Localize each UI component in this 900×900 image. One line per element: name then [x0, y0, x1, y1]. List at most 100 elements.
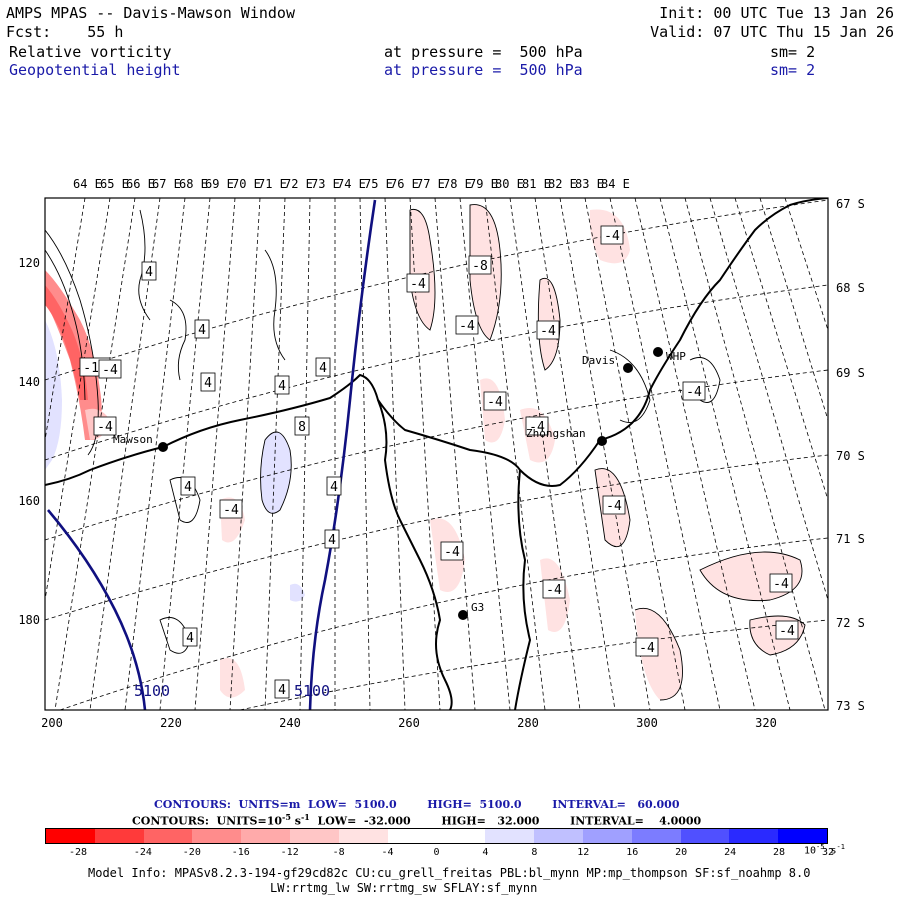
- contour-label: -4: [600, 225, 624, 245]
- contour-label: -4: [635, 637, 659, 657]
- contour-label: 4: [274, 679, 290, 699]
- color-bar-swatch: [192, 829, 242, 843]
- x-tick-label: 280: [517, 716, 539, 730]
- color-bar-swatch: [290, 829, 339, 843]
- station-label: WHP: [666, 350, 686, 363]
- height-contours: [47, 199, 377, 710]
- contour-label: -4: [98, 359, 122, 379]
- map-frame: [44, 197, 829, 711]
- color-bar-swatch: [436, 829, 486, 843]
- station-marker: [458, 610, 468, 620]
- longitude-label: 72 E: [284, 177, 313, 191]
- color-bar-tick-label: -20: [182, 847, 201, 858]
- svg-text:4: 4: [186, 631, 194, 646]
- contour-label: 4: [200, 372, 216, 392]
- color-bar-swatch: [729, 829, 779, 843]
- y-tick-label: 180: [18, 613, 40, 627]
- color-bar-swatch: [534, 829, 583, 843]
- color-bar-tick-label: 24: [724, 847, 737, 858]
- color-bar-tick-label: -12: [280, 847, 299, 858]
- station-marker: [623, 363, 633, 373]
- svg-text:4: 4: [204, 376, 212, 391]
- color-bar-swatch: [143, 829, 193, 843]
- contour-label: -8: [468, 255, 492, 275]
- vorticity-contour-info: CONTOURS: UNITS=10-5 s-1 LOW= -32.000 HI…: [132, 812, 702, 828]
- svg-text:4: 4: [145, 265, 153, 280]
- color-bar-tick-label: -4: [381, 847, 394, 858]
- contour-label: 4: [194, 319, 210, 339]
- svg-text:4: 4: [278, 683, 286, 698]
- contour-label: -4: [682, 381, 706, 401]
- svg-text:-8: -8: [472, 259, 488, 274]
- station-marker: [597, 436, 607, 446]
- latitude-label: 72 S: [836, 616, 865, 630]
- contour-label: -4: [775, 620, 799, 640]
- color-bar-tick-label: -24: [133, 847, 152, 858]
- field2-level: at pressure = 500 hPa: [384, 61, 583, 79]
- stations: Mawson Davis WHP Zhongshan G3: [113, 347, 686, 620]
- svg-text:4: 4: [328, 533, 336, 548]
- station-label: Davis: [582, 354, 615, 367]
- color-bar-tick-label: 0: [433, 847, 440, 858]
- contour-label: -4: [525, 416, 549, 436]
- field1-name: Relative vorticity: [9, 43, 172, 61]
- longitude-label: 79 E: [469, 177, 498, 191]
- svg-text:-4: -4: [546, 583, 562, 598]
- station-label: G3: [471, 601, 484, 614]
- longitude-label: 75 E: [364, 177, 393, 191]
- contour-label: -4: [542, 579, 566, 599]
- svg-text:-4: -4: [529, 420, 545, 435]
- coastline: [45, 198, 828, 710]
- color-bar-tick-label: 8: [531, 847, 538, 858]
- longitude-label: 78 E: [443, 177, 472, 191]
- x-tick-label: 240: [279, 716, 301, 730]
- station-label: Zhongshan: [526, 427, 586, 440]
- x-tick-label: 260: [398, 716, 420, 730]
- svg-text:-4: -4: [540, 324, 556, 339]
- color-bar-tick-label: 12: [577, 847, 590, 858]
- latitude-label: 73 S: [836, 699, 865, 713]
- latitude-label: 69 S: [836, 366, 865, 380]
- longitude-label: 83 E: [575, 177, 604, 191]
- color-bar-swatch: [778, 829, 827, 843]
- svg-text:-4: -4: [97, 420, 113, 435]
- svg-text:-4: -4: [410, 277, 426, 292]
- contour-label: -4: [93, 416, 117, 436]
- contour-label: -4: [406, 273, 430, 293]
- contour-label: -4: [602, 495, 626, 515]
- contour-label: 4: [274, 375, 290, 395]
- longitude-label: 81 E: [522, 177, 551, 191]
- color-bar-tick-label: 20: [675, 847, 688, 858]
- color-bar-swatch: [631, 829, 681, 843]
- latitude-label: 68 S: [836, 281, 865, 295]
- svg-text:-4: -4: [773, 577, 789, 592]
- svg-text:-4: -4: [604, 229, 620, 244]
- field1-smoothing: sm= 2: [770, 43, 816, 61]
- color-bar-tick-label: 4: [482, 847, 489, 858]
- longitude-label: 66 E: [126, 177, 155, 191]
- svg-text:-4: -4: [102, 363, 118, 378]
- contour-label: -4: [536, 320, 560, 340]
- color-bar-tick-label: -16: [231, 847, 250, 858]
- color-bar-tick-label: 16: [626, 847, 639, 858]
- y-tick-label: 140: [18, 375, 40, 389]
- svg-text:4: 4: [278, 379, 286, 394]
- forecast-hour: Fcst: 55 h: [6, 23, 124, 41]
- longitude-label: 70 E: [232, 177, 261, 191]
- svg-text:-4: -4: [223, 503, 239, 518]
- x-tick-label: 300: [636, 716, 658, 730]
- contour-label: -4: [455, 315, 479, 335]
- svg-text:-4: -4: [779, 624, 795, 639]
- longitude-label: 67 E: [152, 177, 181, 191]
- longitude-label: 68 E: [179, 177, 208, 191]
- svg-text:-4: -4: [606, 499, 622, 514]
- model-info: Model Info: MPASv8.2.3-194-gf29cd82c CU:…: [88, 866, 811, 880]
- svg-text:-4: -4: [639, 641, 655, 656]
- color-bar-ticks: -28 -24 -20 -16 -12 -8 -4 0 4 8 12 16 20 24 28 32: [0, 847, 900, 861]
- svg-text:-4: -4: [444, 545, 460, 560]
- title: AMPS MPAS -- Davis-Mawson Window: [6, 4, 295, 22]
- color-bar-tick-label: -8: [332, 847, 345, 858]
- color-bar-tick-label: 32: [821, 847, 835, 858]
- longitude-label: 71 E: [258, 177, 287, 191]
- field2-name: Geopotential height: [9, 61, 181, 79]
